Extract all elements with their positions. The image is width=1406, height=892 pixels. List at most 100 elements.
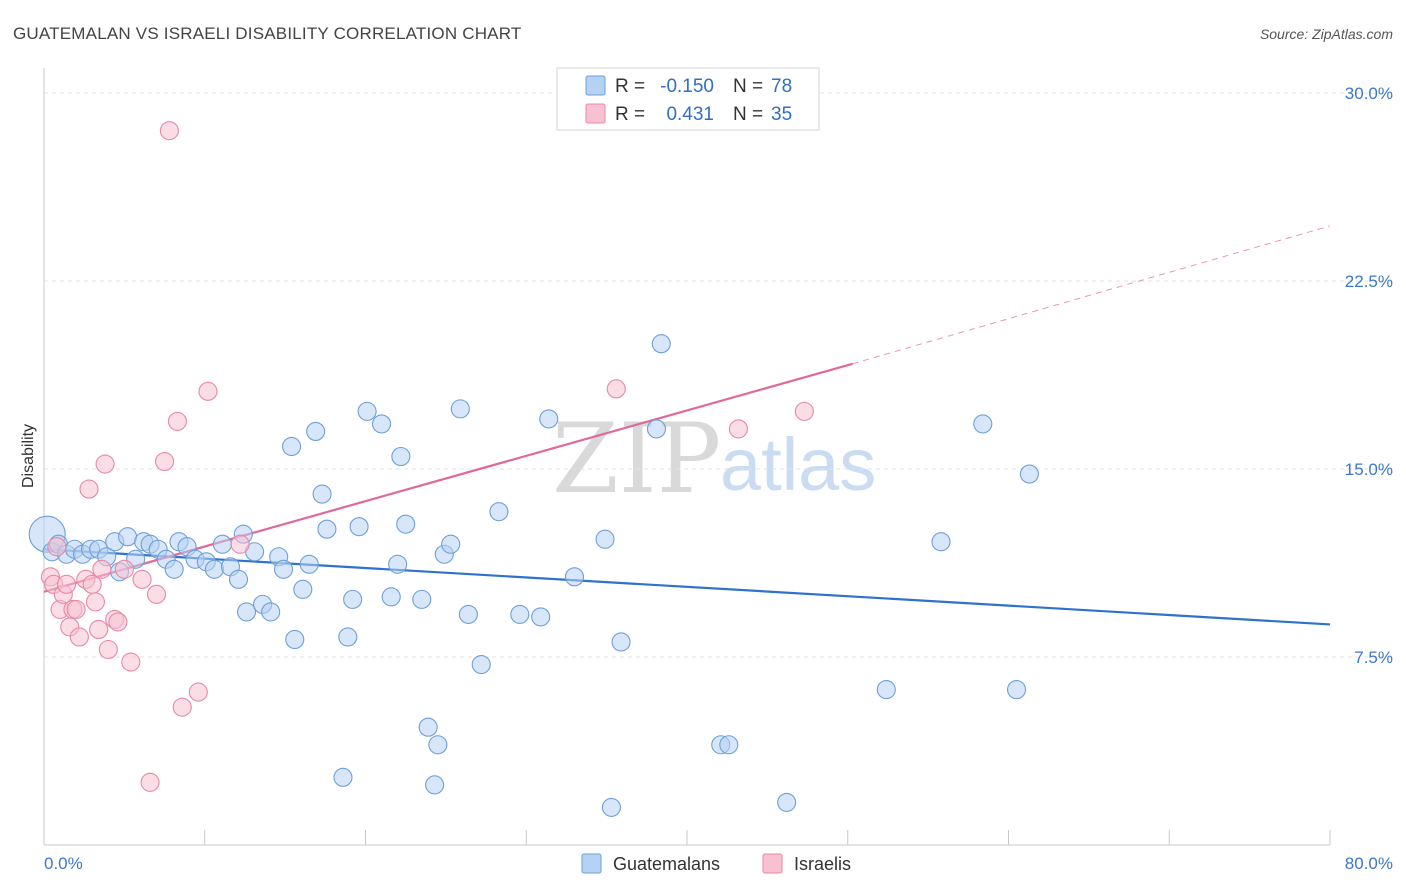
watermark-atlas: atlas	[720, 423, 876, 506]
trend-line-israelis-extension	[852, 225, 1331, 365]
chart-source: Source: ZipAtlas.com	[1260, 26, 1393, 42]
point-israelis-17	[98, 639, 118, 660]
point-guatemalans-36	[299, 554, 319, 574]
chart-title: GUATEMALAN VS ISRAELI DISABILITY CORRELA…	[13, 24, 521, 43]
y-tick-labels: 7.5% 15.0% 22.5% 30.0%	[1345, 84, 1393, 667]
point-guatemalans-57	[458, 604, 478, 624]
point-israelis-21	[121, 652, 141, 672]
series-legend-swatch-israelis	[762, 853, 783, 874]
point-guatemalans-22	[204, 559, 224, 579]
point-guatemalans-52	[425, 775, 445, 795]
point-israelis-11	[79, 479, 99, 499]
series-legend: Guatemalans Israelis	[581, 853, 851, 874]
legend-n-value-guatemalans: 78	[771, 76, 792, 97]
point-guatemalans-55	[441, 534, 461, 554]
point-guatemalans-34	[285, 629, 305, 650]
legend-swatch-israelis	[585, 103, 606, 124]
point-israelis-22	[132, 569, 152, 589]
legend-n-value-israelis: 35	[771, 104, 792, 125]
point-guatemalans-58	[471, 654, 491, 675]
point-guatemalans-74	[973, 414, 993, 434]
point-israelis-30	[198, 381, 218, 401]
y-tick-label-0: 7.5%	[1354, 648, 1393, 667]
point-guatemalans-73	[931, 532, 951, 552]
point-guatemalans-48	[391, 446, 411, 467]
point-israelis-28	[172, 697, 192, 717]
point-israelis-5	[56, 574, 77, 594]
point-israelis-32	[606, 379, 626, 399]
point-israelis-31	[230, 534, 250, 554]
x-tick-label-min: 0.0%	[44, 854, 83, 873]
y-tick-label-2: 22.5%	[1345, 272, 1393, 291]
point-israelis-34	[794, 401, 814, 421]
point-israelis-29	[188, 682, 208, 702]
point-guatemalans-68	[651, 334, 671, 354]
y-axis-label: Disability	[20, 424, 37, 488]
trend-lines	[43, 225, 1331, 626]
point-israelis-24	[146, 584, 167, 604]
point-guatemalans-62	[539, 409, 559, 429]
point-israelis-23	[140, 772, 160, 792]
point-israelis-14	[89, 619, 109, 639]
point-guatemalans-75	[1006, 680, 1027, 700]
point-israelis-8	[66, 599, 86, 619]
scatter-points	[28, 121, 1039, 817]
stats-legend: R = -0.150 N = 78 R = 0.431 N = 35	[556, 67, 820, 131]
point-guatemalans-27	[236, 602, 257, 622]
legend-n-label-israelis: N =	[733, 104, 763, 125]
legend-r-value-israelis: 0.431	[666, 104, 714, 125]
point-israelis-13	[85, 592, 105, 612]
point-guatemalans-35	[293, 579, 313, 599]
point-guatemalans-38	[312, 484, 332, 504]
point-israelis-2	[47, 537, 67, 557]
x-tick-label-max: 80.0%	[1345, 854, 1393, 873]
point-guatemalans-47	[388, 554, 408, 574]
y-tick-label-3: 30.0%	[1345, 84, 1393, 103]
point-guatemalans-37	[306, 421, 326, 441]
point-guatemalans-51	[418, 717, 438, 737]
point-guatemalans-53	[428, 735, 448, 755]
point-guatemalans-72	[876, 680, 896, 700]
legend-swatch-guatemalans	[585, 75, 606, 96]
point-guatemalans-42	[343, 589, 363, 609]
watermark-zip: ZIP	[552, 403, 721, 515]
point-guatemalans-46	[381, 587, 401, 607]
point-guatemalans-49	[396, 514, 416, 534]
point-guatemalans-65	[601, 797, 621, 817]
legend-n-label-guatemalans: N =	[733, 76, 763, 97]
point-guatemalans-56	[450, 399, 470, 419]
legend-r-label-guatemalans: R =	[615, 76, 645, 97]
point-israelis-9	[69, 627, 89, 647]
point-israelis-33	[728, 419, 748, 439]
point-israelis-19	[108, 612, 128, 632]
trend-line-israelis	[43, 362, 853, 593]
legend-r-value-guatemalans: -0.150	[660, 76, 714, 97]
point-guatemalans-25	[228, 569, 249, 589]
point-guatemalans-64	[595, 529, 615, 549]
grid-lines	[44, 92, 1393, 658]
point-guatemalans-23	[212, 534, 232, 554]
point-israelis-20	[114, 559, 134, 579]
point-guatemalans-71	[777, 792, 797, 812]
series-legend-swatch-guatemalans	[581, 853, 602, 874]
x-tick-marks	[43, 830, 1331, 845]
point-guatemalans-63	[564, 567, 585, 587]
point-guatemalans-66	[611, 632, 631, 652]
point-guatemalans-60	[510, 604, 530, 624]
point-israelis-16	[95, 454, 115, 474]
y-tick-label-1: 15.0%	[1345, 460, 1393, 479]
point-guatemalans-59	[489, 502, 509, 522]
point-israelis-25	[155, 451, 175, 472]
point-israelis-15	[92, 559, 112, 579]
series-legend-label-guatemalans: Guatemalans	[613, 854, 720, 874]
point-guatemalans-17	[164, 559, 184, 579]
point-guatemalans-76	[1019, 464, 1039, 484]
series-legend-label-israelis: Israelis	[794, 854, 851, 874]
point-guatemalans-44	[357, 401, 377, 421]
point-guatemalans-32	[273, 559, 294, 579]
point-guatemalans-50	[412, 589, 432, 609]
point-guatemalans-70	[719, 735, 739, 755]
point-guatemalans-61	[531, 607, 551, 627]
legend-r-label-israelis: R =	[615, 104, 645, 125]
